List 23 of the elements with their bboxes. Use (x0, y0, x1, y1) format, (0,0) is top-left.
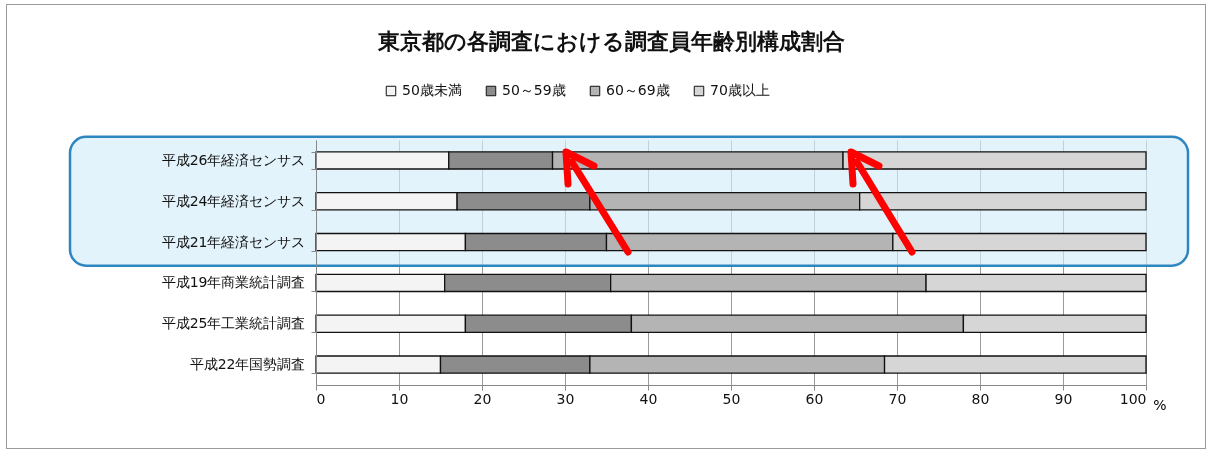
y-tick-label: 平成21年経済センサス (161, 233, 306, 250)
x-tick-label: 90 (1054, 390, 1073, 407)
x-tick-label: 40 (639, 390, 658, 407)
legend-label: 50～59歳 (502, 82, 566, 98)
x-tick-label: 70 (888, 390, 907, 407)
chart-title: 東京都の各調査における調査員年齢別構成割合 (376, 29, 845, 54)
legend-label: 60～69歳 (606, 82, 670, 98)
x-tick-label: 10 (390, 390, 409, 407)
x-tick-label: 100 (1119, 390, 1147, 407)
x-tick-label: 60 (805, 390, 824, 407)
legend-label: 70歳以上 (710, 82, 770, 98)
x-tick-label: 80 (971, 390, 990, 407)
y-tick-label: 平成24年経済センサス (161, 192, 306, 209)
x-tick-label: 50 (722, 390, 741, 407)
x-axis-title: % (1153, 396, 1167, 413)
y-tick-label: 平成26年経済センサス (161, 151, 306, 168)
x-tick-label: 20 (473, 390, 492, 407)
x-tick-label: 0 (316, 390, 326, 407)
legend-label: 50歳未満 (402, 82, 462, 98)
y-tick-label: 平成19年商業統計調査 (161, 274, 306, 291)
x-tick-label: 30 (556, 390, 575, 407)
y-tick-label: 平成25年工業統計調査 (161, 315, 306, 332)
y-tick-label: 平成22年国勢調査 (189, 356, 306, 373)
